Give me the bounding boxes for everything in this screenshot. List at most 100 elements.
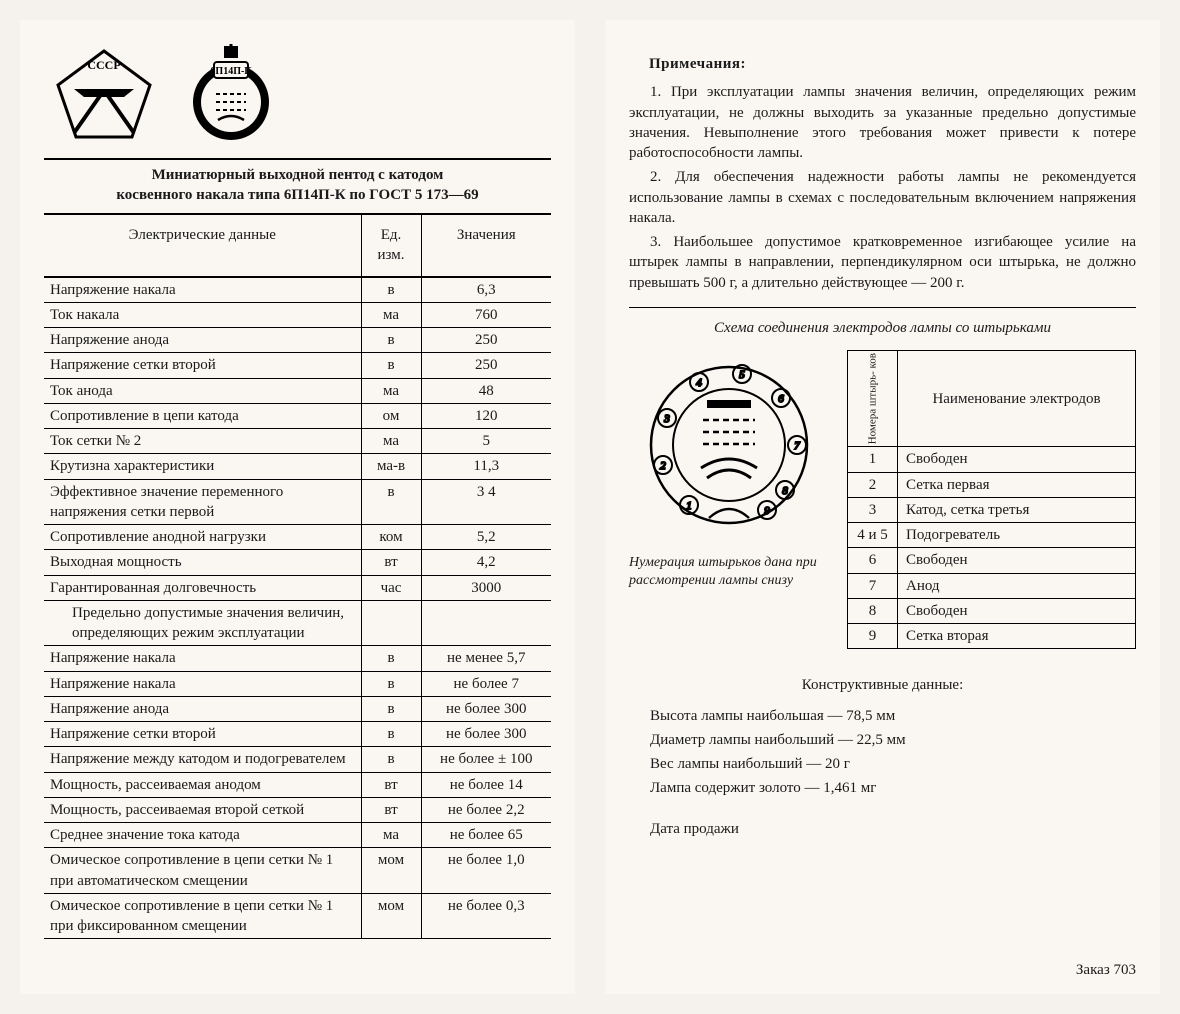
value-cell: не более 1,0 bbox=[421, 848, 551, 894]
unit-cell: в bbox=[361, 479, 421, 525]
title-line1: Миниатюрный выходной пентод с катодом bbox=[152, 167, 444, 183]
table-row: Напряжение накалав6,3 bbox=[44, 277, 551, 303]
value-cell: 5,2 bbox=[421, 525, 551, 550]
pinout-diagram-icon: 1 2 3 4 5 6 7 8 9 bbox=[629, 350, 829, 540]
param-cell: Мощность, рассеиваемая анодом bbox=[44, 772, 361, 797]
value-cell: не более 2,2 bbox=[421, 797, 551, 822]
cccp-text: СССР bbox=[87, 58, 120, 72]
pin-name-cell: Сетка вторая bbox=[898, 624, 1136, 649]
value-cell: 250 bbox=[421, 328, 551, 353]
unit-cell: мом bbox=[361, 893, 421, 939]
note-paragraph: 1. При эксплуатации лампы значения велич… bbox=[629, 82, 1136, 163]
svg-text:6: 6 bbox=[778, 393, 784, 405]
footer-order: Заказ 703 bbox=[1076, 960, 1136, 980]
value-cell: не более 300 bbox=[421, 696, 551, 721]
unit-cell: ма bbox=[361, 823, 421, 848]
param-cell: Эффективное значение переменного напряже… bbox=[44, 479, 361, 525]
param-cell: Среднее значение тока катода bbox=[44, 823, 361, 848]
table-row: Крутизна характеристикима-в11,3 bbox=[44, 454, 551, 479]
constr-line: Вес лампы наибольший — 20 г bbox=[629, 754, 1136, 774]
limits-header-cell: Предельно допустимые значения величин, о… bbox=[44, 600, 361, 646]
value-cell: 3 4 bbox=[421, 479, 551, 525]
pin-th-num: Номера штырь- ков bbox=[848, 351, 898, 447]
table-row: Ток накалама760 bbox=[44, 302, 551, 327]
unit-cell: в bbox=[361, 671, 421, 696]
value-cell: не более 14 bbox=[421, 772, 551, 797]
param-cell: Омическое сопротивление в цепи сетки № 1… bbox=[44, 893, 361, 939]
value-cell: 48 bbox=[421, 378, 551, 403]
pinout-diagram-block: 1 2 3 4 5 6 7 8 9 Нумерация штырько bbox=[629, 350, 829, 591]
tube-label-text: 6П14П-К bbox=[210, 66, 252, 77]
unit-cell: в bbox=[361, 646, 421, 671]
unit-cell: ма bbox=[361, 302, 421, 327]
table-row: Напряжение между катодом и подогревателе… bbox=[44, 747, 551, 772]
pin-row: 7Анод bbox=[848, 573, 1136, 598]
unit-cell: вт bbox=[361, 550, 421, 575]
note-paragraph: 3. Наибольшее допустимое кратковременное… bbox=[629, 232, 1136, 293]
table-row: Ток сетки № 2ма5 bbox=[44, 429, 551, 454]
table-row: Сопротивление анодной нагрузкиком5,2 bbox=[44, 525, 551, 550]
unit-cell: ма bbox=[361, 378, 421, 403]
pin-num-cell: 8 bbox=[848, 598, 898, 623]
limits-header-row: Предельно допустимые значения величин, о… bbox=[44, 600, 551, 646]
unit-cell: вт bbox=[361, 772, 421, 797]
pin-row: 3Катод, сетка третья bbox=[848, 497, 1136, 522]
pin-num-cell: 7 bbox=[848, 573, 898, 598]
table-row: Омическое сопротивление в цепи сетки № 1… bbox=[44, 893, 551, 939]
param-cell: Ток анода bbox=[44, 378, 361, 403]
param-cell: Напряжение накала bbox=[44, 646, 361, 671]
svg-text:1: 1 bbox=[686, 500, 692, 512]
pin-num-cell: 9 bbox=[848, 624, 898, 649]
param-cell: Напряжение накала bbox=[44, 671, 361, 696]
value-cell: 11,3 bbox=[421, 454, 551, 479]
left-page: СССР 6П14П-К Миниатюрный выходной пентод… bbox=[20, 20, 575, 994]
svg-text:2: 2 bbox=[660, 460, 666, 472]
table-row: Среднее значение тока катодамане более 6… bbox=[44, 823, 551, 848]
svg-text:5: 5 bbox=[739, 369, 745, 381]
pin-name-cell: Свободен bbox=[898, 447, 1136, 472]
value-cell: не более 7 bbox=[421, 671, 551, 696]
table-row: Ток анодама48 bbox=[44, 378, 551, 403]
pin-row: 6Свободен bbox=[848, 548, 1136, 573]
param-cell: Напряжение сетки второй bbox=[44, 353, 361, 378]
table-row: Напряжение анодав250 bbox=[44, 328, 551, 353]
pin-name-cell: Свободен bbox=[898, 598, 1136, 623]
pin-name-cell: Подогреватель bbox=[898, 523, 1136, 548]
value-cell: не более 300 bbox=[421, 722, 551, 747]
logo-row: СССР 6П14П-К bbox=[44, 38, 551, 158]
table-row: Мощность, рассеиваемая второй сеткойвтне… bbox=[44, 797, 551, 822]
unit-cell: вт bbox=[361, 797, 421, 822]
unit-cell: в bbox=[361, 722, 421, 747]
right-page: Примечания: 1. При эксплуатации лампы зн… bbox=[605, 20, 1160, 994]
quality-mark-icon: СССР bbox=[54, 49, 154, 139]
table-row: Эффективное значение переменного напряже… bbox=[44, 479, 551, 525]
unit-cell: в bbox=[361, 353, 421, 378]
value-cell: не более ± 100 bbox=[421, 747, 551, 772]
pin-num-cell: 1 bbox=[848, 447, 898, 472]
unit-cell: в bbox=[361, 747, 421, 772]
param-cell: Омическое сопротивление в цепи сетки № 1… bbox=[44, 848, 361, 894]
value-cell: 120 bbox=[421, 403, 551, 428]
pin-num-cell: 6 bbox=[848, 548, 898, 573]
constr-line: Лампа содержит золото — 1,461 мг bbox=[629, 778, 1136, 798]
th-unit: Ед. изм. bbox=[361, 215, 421, 277]
param-cell: Ток накала bbox=[44, 302, 361, 327]
value-cell: 3000 bbox=[421, 575, 551, 600]
constr-header: Конструктивные данные: bbox=[629, 675, 1136, 695]
unit-cell: в bbox=[361, 696, 421, 721]
pin-row: 2Сетка первая bbox=[848, 472, 1136, 497]
tube-icon: 6П14П-К bbox=[184, 44, 279, 144]
svg-text:3: 3 bbox=[663, 413, 670, 425]
param-cell: Выходная мощность bbox=[44, 550, 361, 575]
pin-name-cell: Свободен bbox=[898, 548, 1136, 573]
pin-num-cell: 4 и 5 bbox=[848, 523, 898, 548]
pin-row: 1Свободен bbox=[848, 447, 1136, 472]
pin-name-cell: Анод bbox=[898, 573, 1136, 598]
param-cell: Мощность, рассеиваемая второй сеткой bbox=[44, 797, 361, 822]
table-row: Напряжение сетки второйвне более 300 bbox=[44, 722, 551, 747]
pin-table-wrap: Номера штырь- ков Наименование электродо… bbox=[847, 350, 1136, 649]
pin-name-cell: Сетка первая bbox=[898, 472, 1136, 497]
svg-text:4: 4 bbox=[696, 377, 702, 389]
table-row: Гарантированная долговечностьчас3000 bbox=[44, 575, 551, 600]
unit-cell: ком bbox=[361, 525, 421, 550]
